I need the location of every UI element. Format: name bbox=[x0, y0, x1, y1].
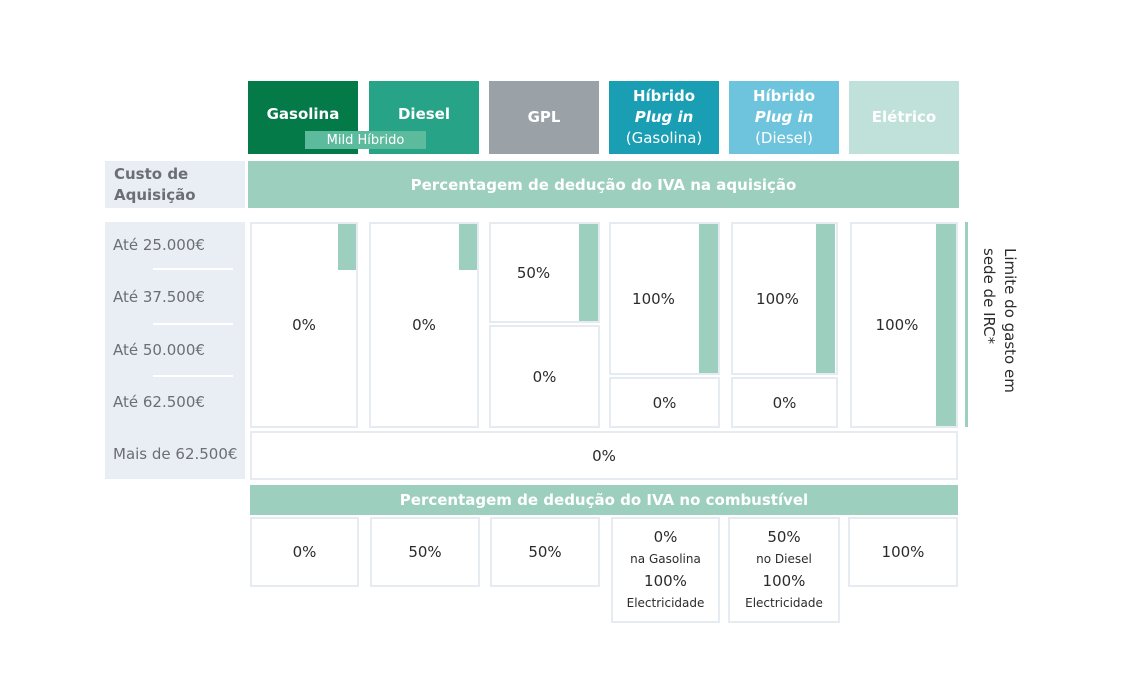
header-phev-gasolina-line1: Híbrido bbox=[632, 87, 695, 105]
acq-cell-phev-diesel-lower: 0% bbox=[731, 377, 838, 428]
acq-gpl-upper-value: 50% bbox=[516, 263, 551, 282]
acq-diesel-value: 0% bbox=[412, 316, 436, 334]
fuel-eletrico-value: 100% bbox=[881, 543, 925, 561]
fuel-phev-gas-t1: na Gasolina bbox=[630, 552, 701, 566]
fuel-cell-phev-diesel: 50% no Diesel 100% Electricidade bbox=[728, 517, 840, 623]
header-phev-gasolina: Híbrido Plug in (Gasolina) bbox=[609, 81, 719, 154]
fuel-gasolina-value: 0% bbox=[292, 543, 317, 561]
cost-row-2: Até 37.500€ bbox=[113, 288, 205, 306]
row-separator bbox=[153, 323, 233, 325]
fuel-phev-gas-t2: Electricidade bbox=[626, 596, 705, 610]
fuel-phev-diesel-t2: Electricidade bbox=[745, 596, 823, 610]
irc-limit-line2: sede de IRC* bbox=[980, 248, 998, 345]
acq-phev-gas-lower-value: 0% bbox=[652, 393, 677, 412]
acq-phev-gas-upper-value: 100% bbox=[632, 289, 675, 308]
irc-limit-bar-phev-gas bbox=[699, 224, 718, 373]
cost-title: Custo de Aquisição bbox=[114, 164, 196, 206]
cost-row-1: Até 25.000€ bbox=[113, 236, 205, 254]
header-phev-diesel-line1: Híbrido bbox=[752, 87, 815, 105]
fuel-phev-gas-v1: 0% bbox=[653, 528, 678, 546]
fuel-band: Percentagem de dedução do IVA no combust… bbox=[250, 485, 958, 515]
cost-row-3: Até 50.000€ bbox=[113, 341, 205, 359]
mild-hybrid-badge: Mild Híbrido bbox=[305, 131, 426, 149]
acq-gpl-lower-value: 0% bbox=[532, 367, 557, 386]
fuel-gpl-value: 50% bbox=[528, 543, 562, 561]
irc-limit-bar-phev-diesel bbox=[816, 224, 835, 373]
cost-rows-panel bbox=[105, 222, 245, 479]
fuel-phev-diesel-v1: 50% bbox=[767, 528, 801, 546]
cost-title-line1: Custo de bbox=[114, 165, 189, 183]
fuel-cell-gasolina: 0% bbox=[250, 517, 359, 587]
cost-row-4: Até 62.500€ bbox=[113, 393, 205, 411]
irc-limit-bar-gpl bbox=[579, 224, 598, 321]
fuel-phev-diesel-v2: 100% bbox=[762, 572, 806, 590]
header-phev-diesel-line2: Plug in bbox=[754, 108, 814, 126]
acq-phev-diesel-lower-value: 0% bbox=[772, 393, 797, 412]
acq-cell-phev-gas-lower: 0% bbox=[609, 377, 720, 428]
irc-limit-bar-gasolina bbox=[338, 224, 356, 270]
acq-gasolina-value: 0% bbox=[292, 316, 316, 334]
irc-limit-bar-eletrico bbox=[936, 224, 956, 426]
irc-limit-bar-diesel bbox=[459, 224, 477, 270]
irc-limit-line1: Limite do gasto em bbox=[1001, 248, 1019, 393]
irc-limit-label: Limite do gasto em sede de IRC* bbox=[978, 248, 1020, 393]
fuel-cell-diesel: 50% bbox=[370, 517, 480, 587]
fuel-diesel-value: 50% bbox=[408, 543, 442, 561]
acquisition-band: Percentagem de dedução do IVA na aquisiç… bbox=[248, 161, 959, 208]
row-separator bbox=[153, 375, 233, 377]
header-gasolina-label: Gasolina bbox=[266, 105, 340, 123]
acq-cell-above-limit: 0% bbox=[250, 431, 958, 480]
header-phev-diesel: Híbrido Plug in (Diesel) bbox=[729, 81, 839, 154]
fuel-phev-gas-v2: 100% bbox=[644, 572, 687, 590]
header-diesel-label: Diesel bbox=[397, 105, 450, 123]
acq-cell-gpl-lower: 0% bbox=[489, 325, 600, 428]
header-eletrico-label: Elétrico bbox=[871, 108, 937, 126]
header-phev-gasolina-line2: Plug in bbox=[634, 108, 694, 126]
header-eletrico: Elétrico bbox=[849, 81, 959, 154]
fuel-cell-eletrico: 100% bbox=[848, 517, 958, 587]
header-phev-diesel-line3: (Diesel) bbox=[755, 129, 813, 147]
cost-row-5: Mais de 62.500€ bbox=[113, 445, 238, 463]
acq-above-limit-value: 0% bbox=[592, 446, 616, 465]
cost-title-panel bbox=[105, 161, 245, 208]
fuel-phev-diesel-t1: no Diesel bbox=[756, 552, 812, 566]
header-gpl-label: GPL bbox=[527, 108, 561, 126]
acq-eletrico-value: 100% bbox=[875, 316, 919, 334]
row-separator bbox=[153, 268, 233, 270]
cost-title-line2: Aquisição bbox=[114, 186, 196, 204]
acq-phev-diesel-upper-value: 100% bbox=[756, 289, 799, 308]
header-gpl: GPL bbox=[489, 81, 599, 154]
header-gasolina: Gasolina bbox=[248, 81, 358, 154]
irc-limit-line bbox=[965, 222, 968, 427]
header-phev-gasolina-line3: (Gasolina) bbox=[625, 129, 703, 147]
fuel-cell-gpl: 50% bbox=[490, 517, 600, 587]
fuel-cell-phev-gas: 0% na Gasolina 100% Electricidade bbox=[611, 517, 720, 623]
